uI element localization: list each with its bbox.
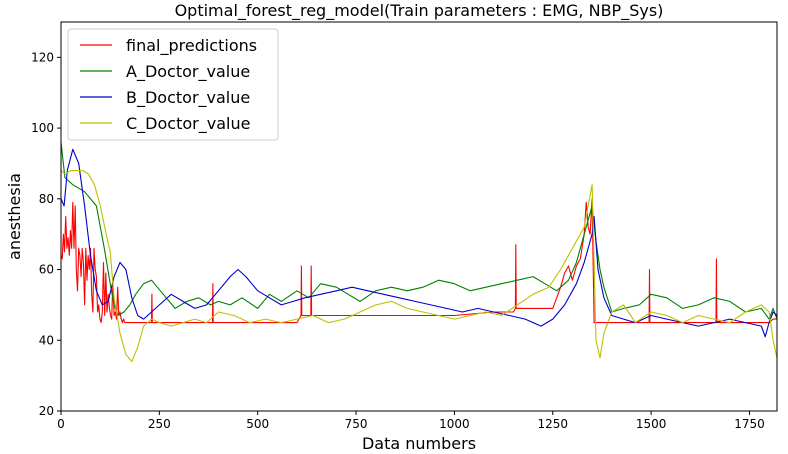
x-tick-label: 750 — [345, 417, 368, 431]
y-tick-label: 80 — [39, 192, 54, 206]
chart-title: Optimal_forest_reg_model(Train parameter… — [175, 1, 664, 21]
y-axis: 20 40 60 80 100 120 — [31, 50, 61, 418]
plot-frame — [60, 21, 778, 412]
x-axis: 0 250 500 750 1000 1250 1500 1750 — [57, 411, 765, 431]
x-tick-label: 1500 — [636, 417, 667, 431]
y-tick-label: 20 — [39, 404, 54, 418]
legend-entry-label: final_predictions — [126, 36, 257, 56]
y-tick-label: 60 — [39, 263, 54, 277]
x-tick-label: 250 — [148, 417, 171, 431]
x-tick-label: 0 — [57, 417, 65, 431]
y-tick-label: 100 — [31, 121, 54, 135]
plot-series — [61, 142, 777, 363]
x-tick-label: 500 — [246, 417, 269, 431]
legend-entry-label: C_Doctor_value — [126, 114, 250, 134]
y-axis-label: anesthesia — [5, 173, 24, 260]
series-line-c-doctor-value — [61, 169, 777, 363]
x-axis-label: Data numbers — [362, 434, 476, 453]
y-tick-label: 120 — [31, 50, 54, 64]
x-tick-label: 1750 — [734, 417, 765, 431]
series-line-final-predictions — [61, 198, 777, 324]
legend-entry-label: B_Doctor_value — [126, 88, 250, 108]
series-line-b-doctor-value — [61, 148, 777, 338]
legend-box — [67, 28, 279, 141]
x-tick-label: 1000 — [439, 417, 470, 431]
legend-entry-label: A_Doctor_value — [126, 62, 250, 82]
legend: final_predictions A_Doctor_value B_Doctor_… — [67, 28, 279, 141]
x-tick-label: 1250 — [537, 417, 568, 431]
y-tick-label: 40 — [39, 333, 54, 347]
series-line-a-doctor-value — [61, 142, 777, 320]
